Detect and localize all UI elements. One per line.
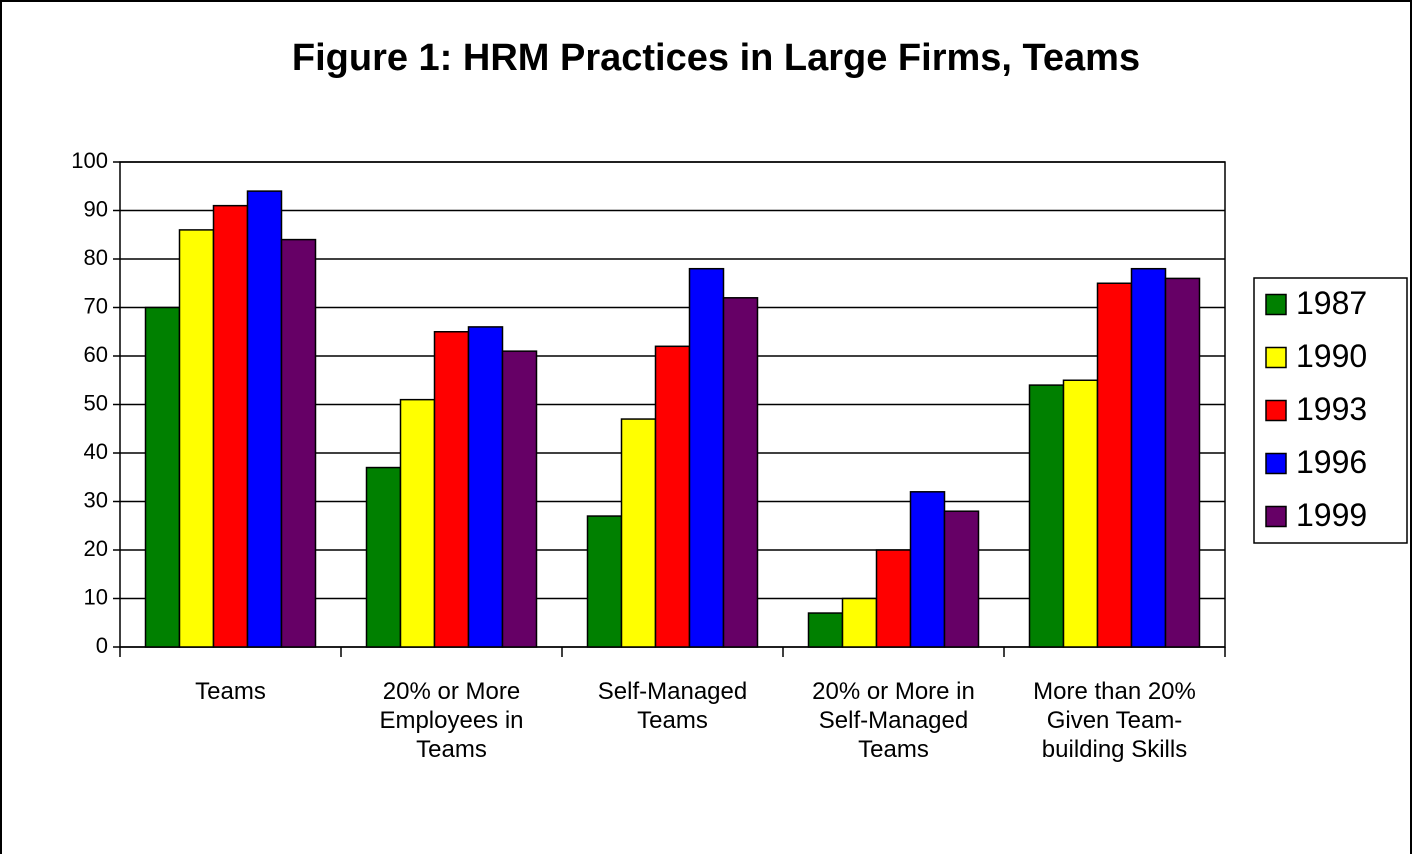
- y-tick-label: 40: [84, 439, 108, 464]
- y-tick-label: 90: [84, 196, 108, 221]
- bar: [280, 238, 317, 648]
- y-tick-label: 50: [84, 390, 108, 415]
- bar: [688, 267, 725, 648]
- legend-label: 1990: [1296, 338, 1367, 374]
- y-tick-label: 70: [84, 293, 108, 318]
- x-tick-label: Self-Managed Teams: [597, 678, 748, 734]
- bar: [1096, 282, 1133, 648]
- y-tick-label: 100: [71, 148, 108, 173]
- legend-label: 1987: [1296, 285, 1367, 321]
- legend-swatch: [1265, 293, 1287, 316]
- bar: [365, 466, 402, 648]
- legend-swatch: [1265, 399, 1287, 422]
- bar: [943, 510, 980, 648]
- bar: [433, 331, 470, 648]
- legend-swatch: [1265, 452, 1287, 475]
- legend-label: 1996: [1296, 444, 1367, 480]
- bar: [722, 297, 759, 648]
- legend-label: 1999: [1296, 497, 1367, 533]
- chart-title: Figure 1: HRM Practices in Large Firms, …: [292, 37, 1140, 79]
- x-tick-label: 20% or More Employees in Teams: [379, 678, 524, 763]
- y-tick-label: 0: [96, 633, 108, 658]
- legend-label: 1993: [1296, 391, 1367, 427]
- bar: [586, 515, 623, 648]
- bar: [841, 597, 878, 648]
- bar: [501, 350, 538, 648]
- y-tick-label: 20: [84, 536, 108, 561]
- bar: [1164, 277, 1201, 648]
- bar: [1028, 384, 1065, 648]
- bar: [246, 190, 283, 648]
- bar: [654, 345, 691, 648]
- bar: [1130, 267, 1167, 648]
- legend-swatch: [1265, 505, 1287, 528]
- x-tick-label: 20% or More in Self-Managed Teams: [812, 678, 975, 763]
- bar: [875, 549, 912, 648]
- bar: [467, 326, 504, 648]
- bar: [1062, 379, 1099, 648]
- bar: [399, 398, 436, 648]
- x-tick-label: More than 20% Given Team-building Skills: [1033, 678, 1196, 763]
- bar: [144, 306, 181, 648]
- y-tick-label: 30: [84, 487, 108, 512]
- y-tick-label: 60: [84, 342, 108, 367]
- y-tick-label: 10: [84, 584, 108, 609]
- bar: [620, 418, 657, 648]
- y-tick-label: 80: [84, 245, 108, 270]
- bar: [178, 229, 215, 648]
- legend-swatch: [1265, 346, 1287, 369]
- bar: [909, 491, 946, 648]
- bar: [212, 204, 249, 648]
- bar: [807, 612, 844, 648]
- x-tick-label: Teams: [195, 678, 266, 705]
